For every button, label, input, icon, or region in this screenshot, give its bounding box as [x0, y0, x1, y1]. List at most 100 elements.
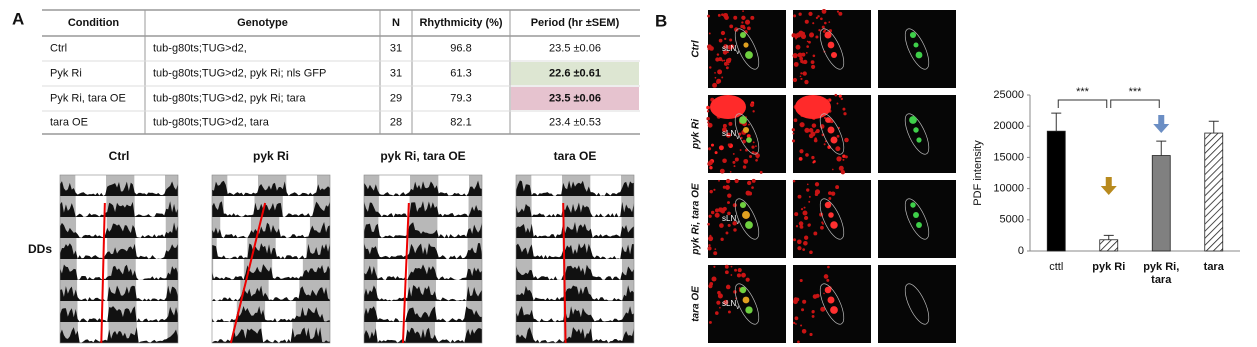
actogram-day: [76, 217, 107, 238]
cell-body: [745, 221, 753, 229]
signal: [759, 170, 763, 174]
signal: [725, 284, 731, 290]
actogram-day: [216, 238, 248, 259]
signal: [713, 188, 716, 191]
table-cell: 29: [390, 92, 402, 104]
signal: [723, 299, 729, 305]
signal: [824, 21, 827, 25]
signal: [817, 15, 820, 18]
cell-body: [745, 306, 753, 314]
signal: [717, 13, 721, 17]
actogram-day: [532, 322, 564, 343]
signal: [794, 316, 799, 321]
signal: [800, 72, 803, 75]
cell-label-sub: v: [736, 135, 739, 141]
actogram-day: [136, 280, 167, 301]
actogram-day: [532, 259, 563, 280]
signal: [733, 15, 738, 20]
phase-line: [100, 202, 106, 344]
actogram-day: [376, 322, 407, 343]
table-cell: 31: [390, 67, 402, 79]
actogram-day: [590, 175, 622, 196]
signal: [801, 328, 807, 334]
cell-outline: [819, 283, 845, 325]
signal: [792, 77, 798, 83]
significance-label: ***: [1076, 86, 1090, 98]
signal: [797, 246, 802, 251]
signal: [795, 37, 798, 40]
signal: [812, 294, 818, 299]
signal: [747, 26, 751, 31]
actogram-day: [135, 238, 167, 259]
signal: [736, 273, 742, 278]
signal: [828, 21, 831, 23]
signal: [793, 14, 797, 18]
signal: [834, 93, 838, 97]
activity: [364, 222, 482, 238]
highlight-cell: [511, 87, 639, 110]
signal: [793, 61, 799, 67]
signal: [714, 248, 717, 251]
signal: [722, 50, 728, 55]
activity: [364, 327, 482, 343]
actogram-day: [75, 196, 107, 217]
signal: [746, 134, 751, 138]
signal: [748, 123, 750, 126]
cell-body: [830, 136, 838, 144]
signal: [710, 143, 715, 147]
signal: [732, 160, 736, 164]
signal: [812, 22, 815, 25]
cell-outline: [904, 283, 930, 325]
phase-line: [562, 202, 567, 344]
cell-outline: [734, 283, 760, 325]
signal: [751, 186, 754, 189]
signal: [713, 83, 717, 87]
cell-outline: [819, 198, 845, 240]
signal: [809, 250, 813, 255]
signal: [727, 310, 731, 314]
signal: [802, 299, 807, 304]
table-cell: tub-g80ts;TUG>d2,: [153, 42, 247, 54]
activity: [516, 222, 634, 238]
table-cell: 31: [390, 42, 402, 54]
cell-body: [915, 51, 923, 59]
signal: [799, 278, 803, 283]
actogram-day: [272, 259, 303, 280]
actogram-day: [212, 322, 234, 343]
signal: [707, 14, 711, 18]
signal: [749, 102, 755, 108]
signal: [808, 200, 811, 203]
x-tick-label: pyk Ri: [1092, 261, 1125, 273]
signal: [723, 44, 728, 49]
activity: [516, 306, 634, 322]
table-cell: tub-g80ts;TUG>d2, tara: [153, 116, 270, 128]
actogram-day: [279, 217, 310, 238]
signal: [748, 192, 752, 196]
signal: [741, 15, 746, 20]
row-label: pyk Ri, tara OE: [691, 183, 702, 255]
signal: [710, 210, 715, 215]
signal: [815, 128, 820, 134]
table-header: Period (hr ±SEM): [531, 17, 620, 29]
activity: [212, 264, 330, 280]
cell-body: [827, 41, 835, 49]
error-bar: [1156, 140, 1167, 156]
signal: [806, 45, 809, 48]
actogram-day: [437, 196, 469, 217]
signal: [720, 30, 726, 36]
actogram-day: [77, 301, 109, 322]
cell-label-main: sLN: [722, 299, 736, 308]
signal: [804, 19, 809, 24]
significance-bracket: [1110, 99, 1160, 108]
cell-body: [909, 31, 917, 39]
signal: [752, 141, 755, 144]
signal: [798, 30, 804, 36]
signal: [800, 33, 807, 39]
signal: [843, 112, 847, 116]
signal: [707, 246, 712, 251]
signal: [836, 156, 842, 162]
signal: [734, 27, 739, 32]
actogram-title: Ctrl: [109, 149, 130, 163]
signal: [809, 332, 813, 337]
